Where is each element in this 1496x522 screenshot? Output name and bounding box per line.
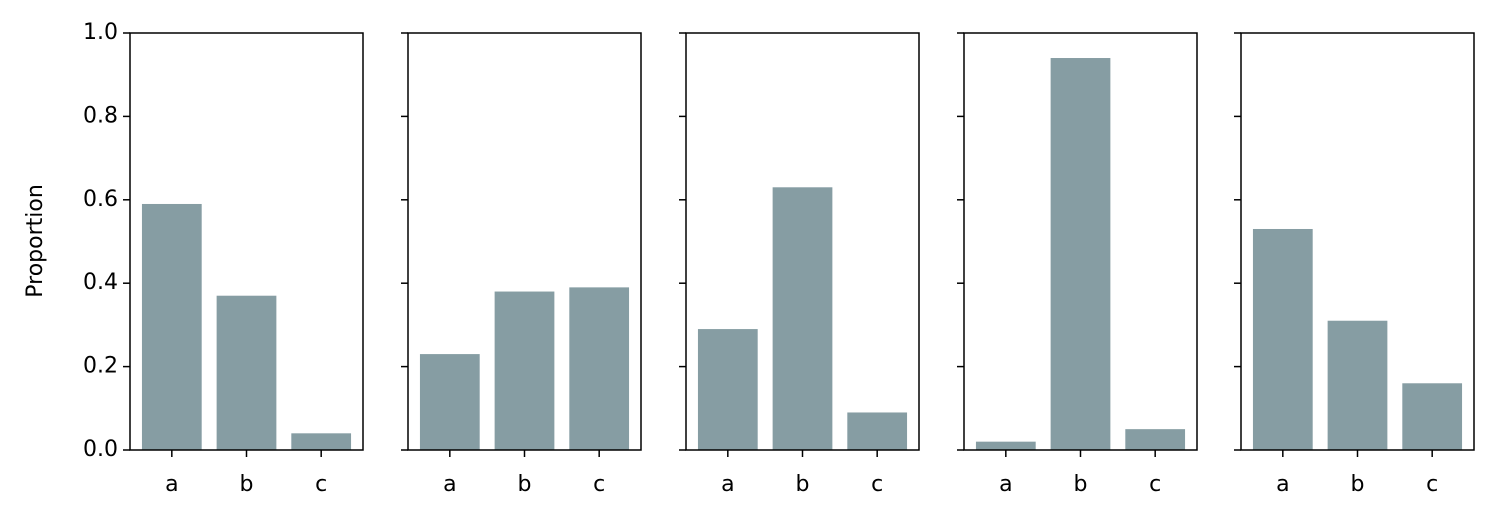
bar (419, 354, 480, 450)
bar (847, 412, 908, 450)
x-tick-label: c (871, 472, 883, 497)
x-tick-label: a (999, 472, 1012, 497)
y-tick-label: 0.0 (83, 437, 118, 462)
x-tick-label: a (443, 472, 456, 497)
bar (569, 287, 630, 450)
axes-frame (963, 32, 1198, 451)
x-tick-label: a (721, 472, 734, 497)
bar (1402, 383, 1463, 450)
x-tick-label: c (593, 472, 605, 497)
y-tick-label: 0.4 (83, 270, 118, 295)
y-tick-label: 0.8 (83, 103, 118, 128)
x-tick-label: b (796, 472, 810, 497)
axes-frame (407, 32, 642, 451)
x-tick-label: b (1351, 472, 1365, 497)
x-tick-label: c (1149, 472, 1161, 497)
bar (216, 295, 277, 450)
bar (1050, 58, 1111, 451)
bar (1252, 228, 1313, 450)
y-tick-label: 0.2 (83, 354, 118, 379)
bar (697, 329, 758, 450)
bar (291, 433, 352, 450)
x-tick-label: b (1074, 472, 1088, 497)
bar (975, 441, 1036, 450)
bar (141, 203, 202, 450)
x-tick-label: a (165, 472, 178, 497)
axes-frame (685, 32, 920, 451)
x-tick-label: b (240, 472, 254, 497)
bar (494, 291, 555, 450)
bar (1327, 320, 1388, 450)
bar (1125, 429, 1186, 450)
y-tick-label: 0.6 (83, 187, 118, 212)
x-tick-label: a (1276, 472, 1289, 497)
x-tick-label: c (1426, 472, 1438, 497)
y-axis-label: Proportion (23, 184, 48, 298)
axes-frame (129, 32, 364, 451)
axes-frame (1240, 32, 1475, 451)
y-tick-label: 1.0 (83, 20, 118, 45)
x-tick-label: b (518, 472, 532, 497)
bar (772, 187, 833, 451)
x-tick-label: c (315, 472, 327, 497)
